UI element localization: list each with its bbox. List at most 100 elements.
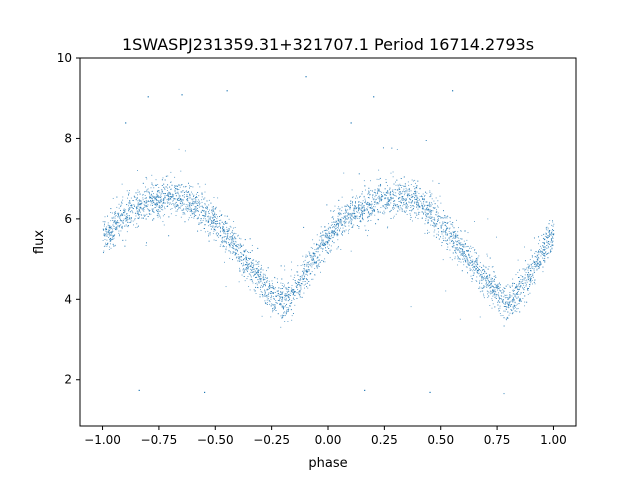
data-point bbox=[246, 262, 247, 263]
data-point bbox=[508, 307, 510, 309]
data-point bbox=[353, 207, 355, 209]
data-point bbox=[294, 291, 296, 293]
data-point bbox=[337, 219, 339, 221]
data-point bbox=[387, 226, 389, 228]
data-point bbox=[421, 204, 423, 206]
data-point bbox=[286, 288, 288, 290]
data-point bbox=[545, 232, 547, 234]
data-point bbox=[223, 232, 224, 234]
data-point bbox=[341, 206, 343, 208]
data-point bbox=[479, 270, 481, 272]
data-point bbox=[435, 197, 437, 199]
data-point bbox=[107, 215, 108, 217]
data-point bbox=[487, 280, 489, 282]
data-point bbox=[216, 225, 218, 227]
data-point bbox=[525, 285, 527, 287]
data-point bbox=[243, 255, 244, 256]
data-point bbox=[539, 264, 541, 266]
data-point bbox=[161, 190, 163, 192]
data-point bbox=[231, 231, 233, 233]
data-point bbox=[264, 292, 266, 294]
data-point bbox=[111, 234, 113, 236]
data-point bbox=[170, 188, 172, 190]
data-point bbox=[508, 305, 510, 307]
data-point bbox=[518, 299, 520, 301]
data-point bbox=[231, 238, 233, 240]
data-point bbox=[264, 294, 266, 296]
data-point bbox=[254, 270, 256, 272]
data-point bbox=[490, 291, 492, 293]
data-point bbox=[228, 238, 230, 240]
data-point bbox=[309, 273, 311, 275]
data-point bbox=[232, 245, 234, 247]
data-point bbox=[282, 306, 284, 308]
data-point bbox=[347, 217, 349, 218]
data-point bbox=[356, 195, 357, 197]
data-point bbox=[325, 250, 327, 251]
data-point bbox=[351, 218, 353, 220]
data-point bbox=[551, 245, 552, 247]
data-point bbox=[190, 208, 192, 210]
data-point bbox=[362, 207, 364, 209]
data-point bbox=[300, 285, 302, 287]
data-point bbox=[407, 193, 409, 195]
data-point bbox=[281, 306, 283, 308]
data-point bbox=[414, 212, 416, 214]
data-point bbox=[449, 249, 451, 251]
data-point bbox=[181, 198, 183, 200]
data-point bbox=[367, 217, 369, 219]
data-point bbox=[543, 254, 545, 256]
data-point bbox=[367, 235, 369, 237]
data-point bbox=[232, 227, 234, 229]
data-point bbox=[186, 191, 188, 193]
data-point bbox=[371, 203, 373, 205]
data-point bbox=[183, 196, 185, 198]
data-point bbox=[267, 280, 268, 282]
data-point bbox=[474, 252, 476, 254]
data-point bbox=[329, 237, 330, 239]
data-point bbox=[115, 229, 117, 231]
data-point bbox=[146, 191, 148, 193]
data-point bbox=[339, 208, 341, 210]
data-point bbox=[122, 225, 123, 227]
data-point bbox=[437, 218, 439, 220]
data-point bbox=[253, 259, 255, 261]
data-point bbox=[320, 261, 322, 263]
data-point bbox=[137, 203, 139, 205]
data-point bbox=[457, 244, 459, 246]
data-point bbox=[299, 296, 301, 298]
data-point bbox=[456, 237, 458, 239]
data-point bbox=[485, 278, 487, 279]
data-point bbox=[233, 238, 235, 240]
data-point bbox=[361, 191, 363, 193]
data-point bbox=[539, 249, 540, 250]
data-point bbox=[254, 290, 256, 292]
data-point bbox=[490, 283, 492, 284]
data-point bbox=[472, 267, 474, 269]
data-point bbox=[530, 268, 532, 269]
data-point bbox=[324, 242, 325, 244]
data-point bbox=[305, 283, 306, 285]
data-point bbox=[516, 291, 518, 293]
data-point bbox=[486, 253, 488, 255]
data-point bbox=[399, 201, 401, 203]
data-point bbox=[222, 246, 224, 248]
data-point bbox=[422, 203, 424, 205]
data-point bbox=[500, 298, 502, 300]
data-point bbox=[134, 212, 136, 214]
data-point bbox=[330, 226, 332, 228]
data-point bbox=[161, 204, 163, 206]
data-point bbox=[529, 273, 531, 275]
data-point bbox=[243, 271, 245, 273]
data-point bbox=[251, 250, 253, 252]
data-point bbox=[383, 192, 385, 194]
data-point bbox=[192, 200, 194, 202]
data-point bbox=[201, 193, 203, 195]
data-point bbox=[169, 192, 171, 194]
data-point bbox=[483, 285, 485, 287]
data-point bbox=[416, 197, 418, 199]
data-point bbox=[442, 217, 444, 219]
data-point bbox=[230, 252, 232, 254]
data-point bbox=[514, 290, 515, 291]
